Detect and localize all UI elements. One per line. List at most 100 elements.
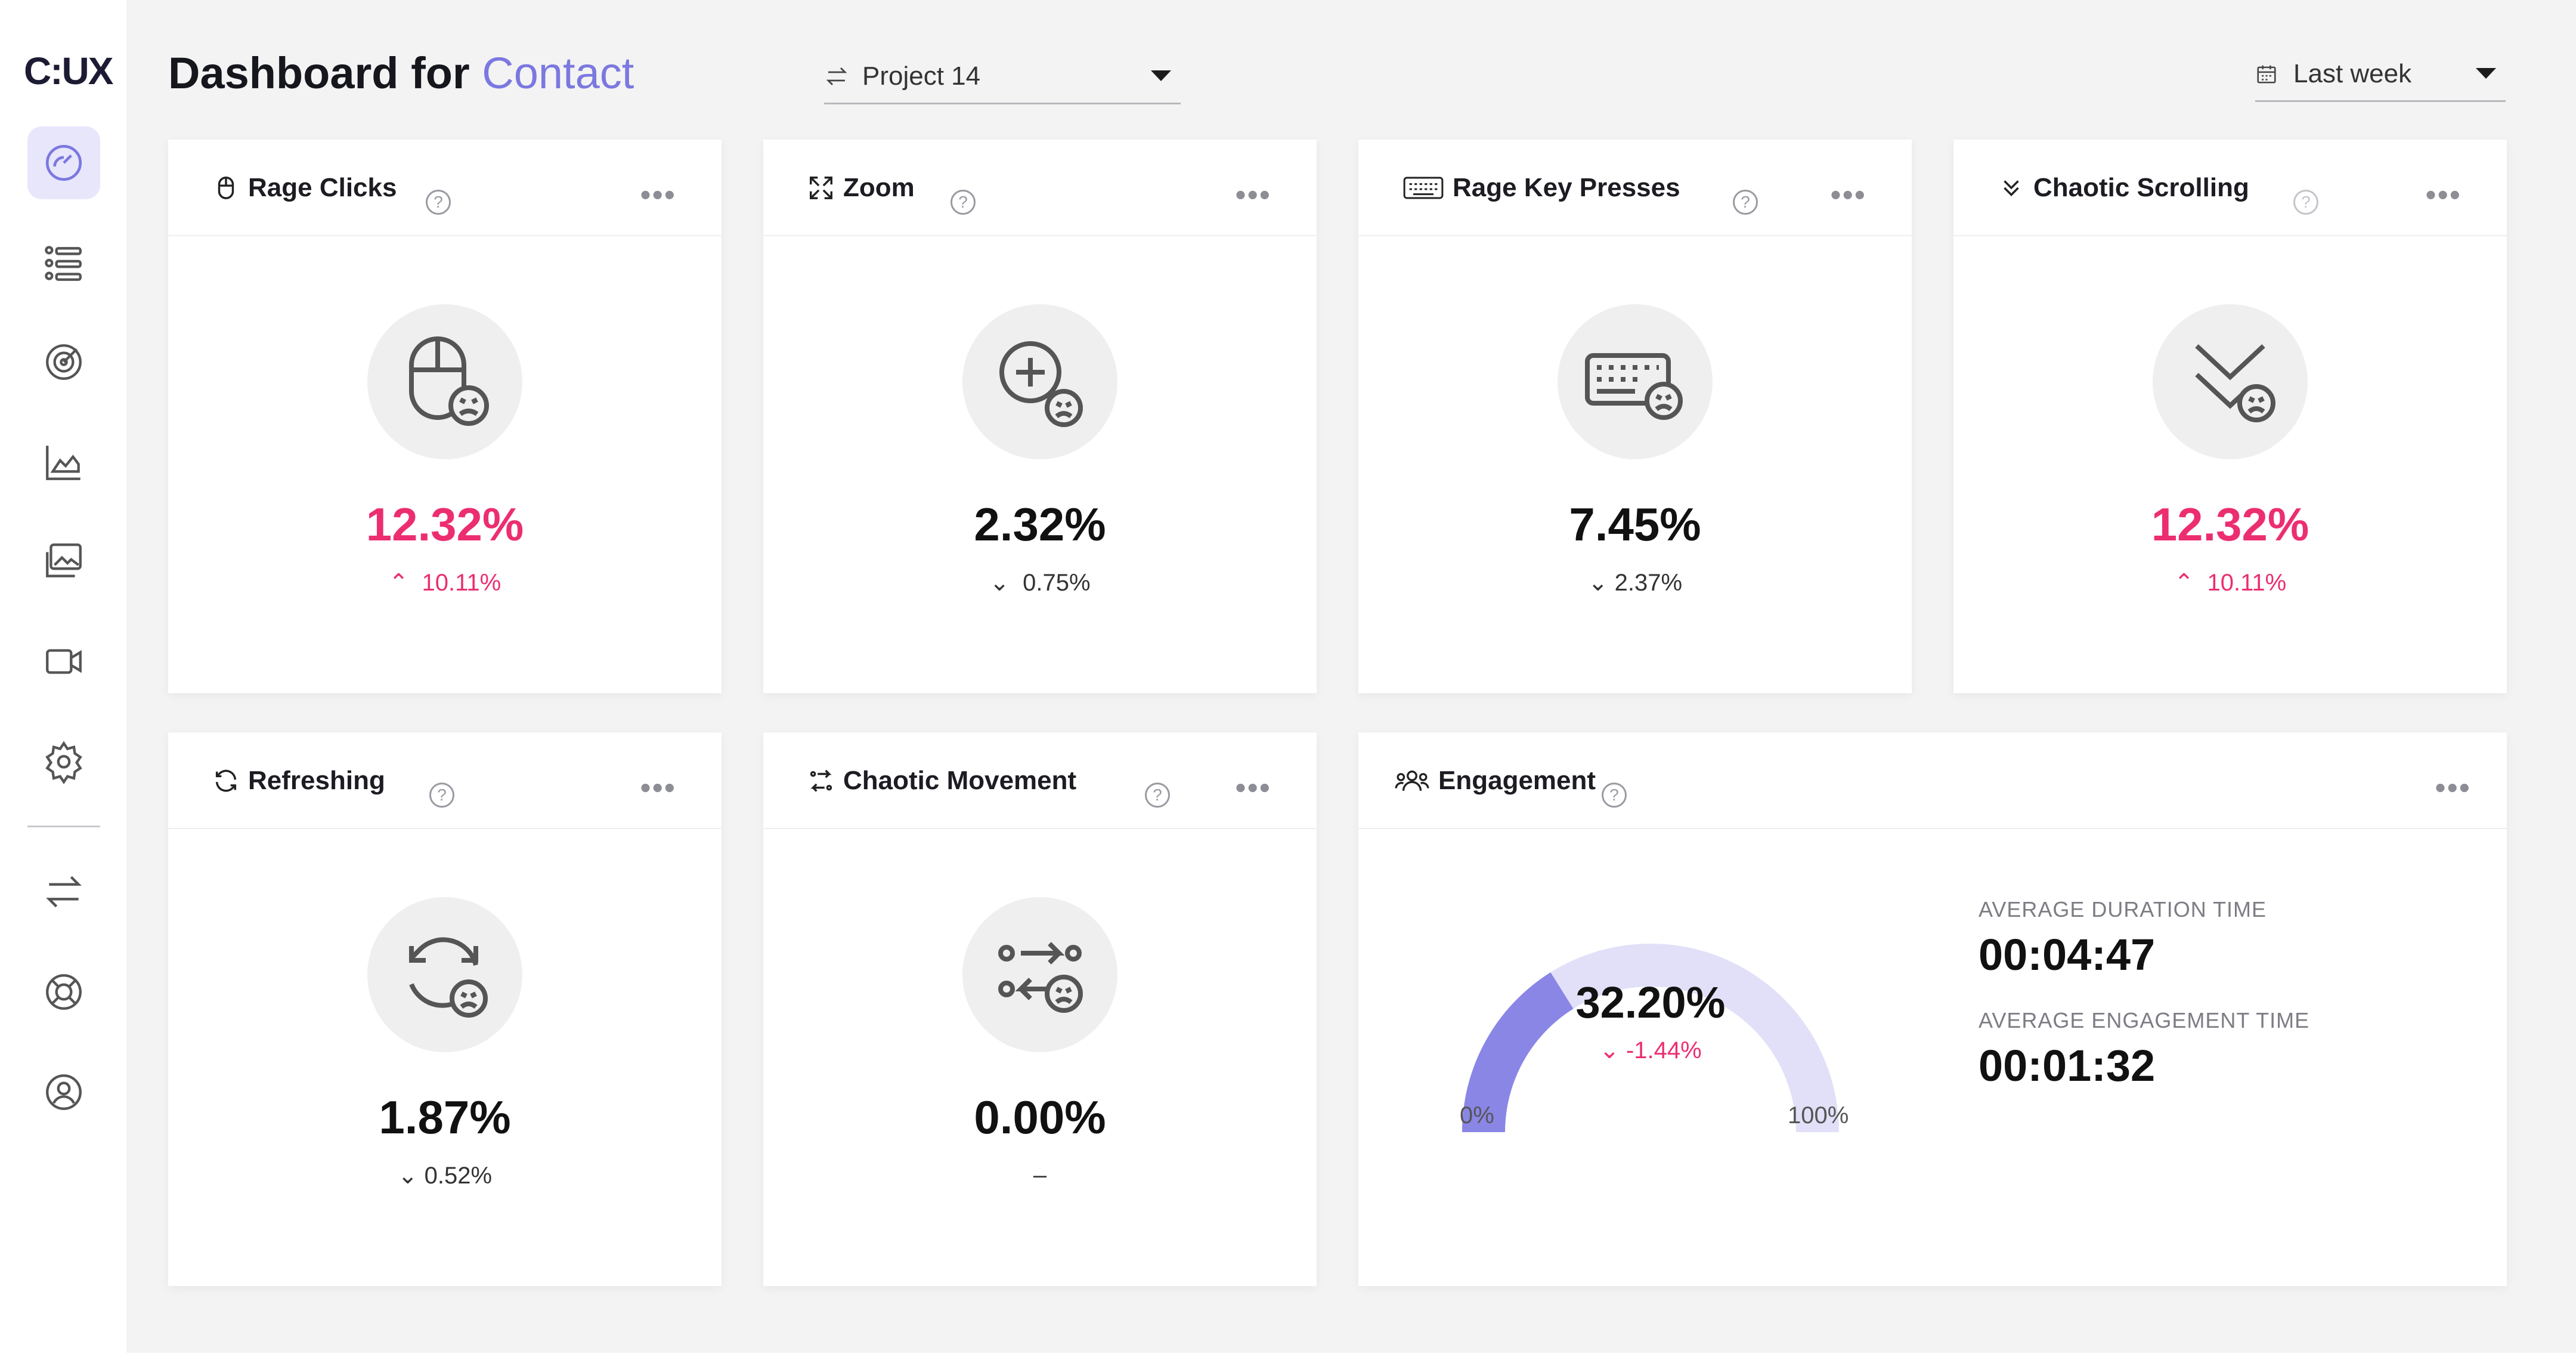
card-title-text: Zoom: [843, 173, 915, 202]
rage-scroll-icon: [2195, 344, 2275, 422]
card-header: Chaotic Movement ? •••: [763, 732, 1317, 829]
metric-delta: ⌄ 0.75%: [763, 569, 1317, 596]
card-title-text: Refreshing: [248, 766, 385, 795]
lifebuoy-icon: [46, 974, 82, 1010]
card-title: Zoom: [807, 173, 915, 203]
engagement-gauge: [1462, 944, 1839, 1133]
card-title: Chaotic Movement: [807, 766, 1076, 796]
sidebar-item-segments[interactable]: [27, 227, 100, 299]
metric-delta: ⌃ 10.11%: [1953, 569, 2507, 596]
metric-delta: –: [1033, 1162, 1047, 1188]
sidebar-item-support[interactable]: [27, 956, 100, 1028]
metric-value: 2.32%: [974, 498, 1106, 551]
more-options-icon[interactable]: •••: [2435, 771, 2471, 805]
arrows-swap-icon: [824, 64, 849, 89]
gauge-icon: [45, 144, 82, 181]
page-title-accent: Contact: [482, 48, 634, 98]
card-title-text: Engagement: [1438, 766, 1596, 795]
images-icon: [46, 543, 82, 577]
chevron-down-icon: [2476, 68, 2496, 79]
project-select-value: Project 14: [862, 61, 981, 91]
sidebar-item-goals[interactable]: [27, 326, 100, 398]
metric-delta: ⌄ 2.37%: [1358, 569, 1912, 596]
sidebar-item-switch-project[interactable]: [27, 855, 100, 928]
rage-keyboard-icon: [1585, 353, 1683, 420]
list-users-icon: [45, 246, 82, 281]
keyboard-icon: [1402, 174, 1444, 202]
help-icon[interactable]: ?: [1145, 783, 1170, 808]
page-title-text: Dashboard for: [168, 48, 470, 98]
trend-down-icon: ⌄: [397, 1163, 418, 1189]
gear-icon: [45, 741, 82, 784]
refresh-icon: [212, 767, 240, 795]
calendar-icon: [2255, 61, 2280, 86]
more-options-icon[interactable]: •••: [1235, 178, 1271, 212]
metric-value: 12.32%: [366, 498, 524, 551]
user-circle-icon: [46, 1074, 82, 1110]
gauge-value: 32.20%: [1575, 978, 1726, 1027]
card-zoom: Zoom ? ••• 2.32% ⌄ 0.75%: [763, 140, 1317, 693]
sidebar-item-settings[interactable]: [27, 725, 100, 798]
project-select[interactable]: Project 14: [824, 50, 1181, 104]
more-options-icon[interactable]: •••: [640, 771, 676, 805]
card-header: Engagement ? •••: [1358, 732, 2507, 829]
icon-badge: [367, 304, 522, 459]
gauge-delta: ⌄ -1.44%: [1442, 1037, 1859, 1064]
date-range-value: Last week: [2293, 59, 2412, 88]
main-content: Dashboard for Contact Project 14 Last we…: [126, 0, 2576, 1353]
sidebar-item-recordings[interactable]: [27, 625, 100, 698]
card-header: Rage Key Presses ? •••: [1358, 140, 1912, 236]
more-options-icon[interactable]: •••: [1235, 771, 1271, 805]
icon-badge: [2153, 304, 2308, 459]
app-logo: C:UX: [24, 50, 113, 92]
icon-badge: [962, 897, 1117, 1052]
sidebar-item-analytics[interactable]: [27, 426, 100, 499]
help-icon[interactable]: ?: [950, 190, 976, 215]
rage-movement-icon: [998, 942, 1083, 1013]
icon-badge: [1558, 304, 1713, 459]
card-chaotic-movement: Chaotic Movement ? ••• 0.00% –: [763, 732, 1317, 1286]
help-icon[interactable]: ?: [429, 783, 454, 808]
gauge-delta-value: -1.44%: [1626, 1037, 1702, 1064]
icon-badge: [962, 304, 1117, 459]
card-title: Engagement: [1394, 766, 1596, 796]
rage-mouse-icon: [409, 336, 489, 426]
sidebar-item-heatmaps[interactable]: [27, 525, 100, 598]
trend-down-icon: ⌄: [1599, 1037, 1620, 1064]
metric-delta: ⌃ 10.11%: [168, 569, 722, 596]
card-header: Refreshing ? •••: [168, 732, 722, 829]
avg-duration-value: 00:04:47: [1979, 930, 2156, 979]
more-options-icon[interactable]: •••: [1830, 178, 1866, 212]
double-chevron-down-icon: [1998, 174, 2025, 202]
chevron-down-icon: [1151, 70, 1171, 81]
help-icon[interactable]: ?: [1602, 783, 1627, 808]
delta-value: 0.52%: [424, 1163, 493, 1189]
metric-value: 1.87%: [379, 1091, 511, 1143]
card-title: Chaotic Scrolling: [1998, 173, 2249, 203]
more-options-icon[interactable]: •••: [2425, 178, 2462, 212]
icon-badge: [367, 897, 522, 1052]
avg-duration-label: AVERAGE DURATION TIME: [1979, 897, 2267, 922]
gauge-fill: [1462, 972, 1574, 1133]
movement-icon: [807, 767, 835, 795]
arrows-swap-icon: [46, 876, 82, 908]
delta-value: 2.37%: [1614, 570, 1683, 596]
card-title-text: Chaotic Movement: [843, 766, 1077, 795]
sidebar-item-account[interactable]: [27, 1056, 100, 1129]
users-icon: [1394, 767, 1430, 795]
expand-icon: [807, 174, 835, 202]
card-header: Chaotic Scrolling ? •••: [1953, 140, 2507, 236]
trend-down-icon: ⌄: [989, 570, 1010, 596]
card-title-text: Chaotic Scrolling: [2033, 173, 2249, 202]
metric-delta: ⌄ 0.52%: [168, 1162, 722, 1189]
avg-engagement-value: 00:01:32: [1979, 1041, 2156, 1090]
gauge-max-label: 100%: [1788, 1102, 1849, 1129]
help-icon[interactable]: ?: [426, 190, 451, 215]
card-rage-clicks: Rage Clicks ? ••• 12.32% ⌃ 10.11%: [168, 140, 722, 693]
sidebar-item-dashboard[interactable]: [27, 126, 100, 199]
metric-value: 12.32%: [2151, 498, 2309, 551]
date-range-select[interactable]: Last week: [2255, 48, 2506, 102]
more-options-icon[interactable]: •••: [640, 178, 676, 212]
help-icon[interactable]: ?: [2293, 190, 2318, 215]
help-icon[interactable]: ?: [1733, 190, 1758, 215]
